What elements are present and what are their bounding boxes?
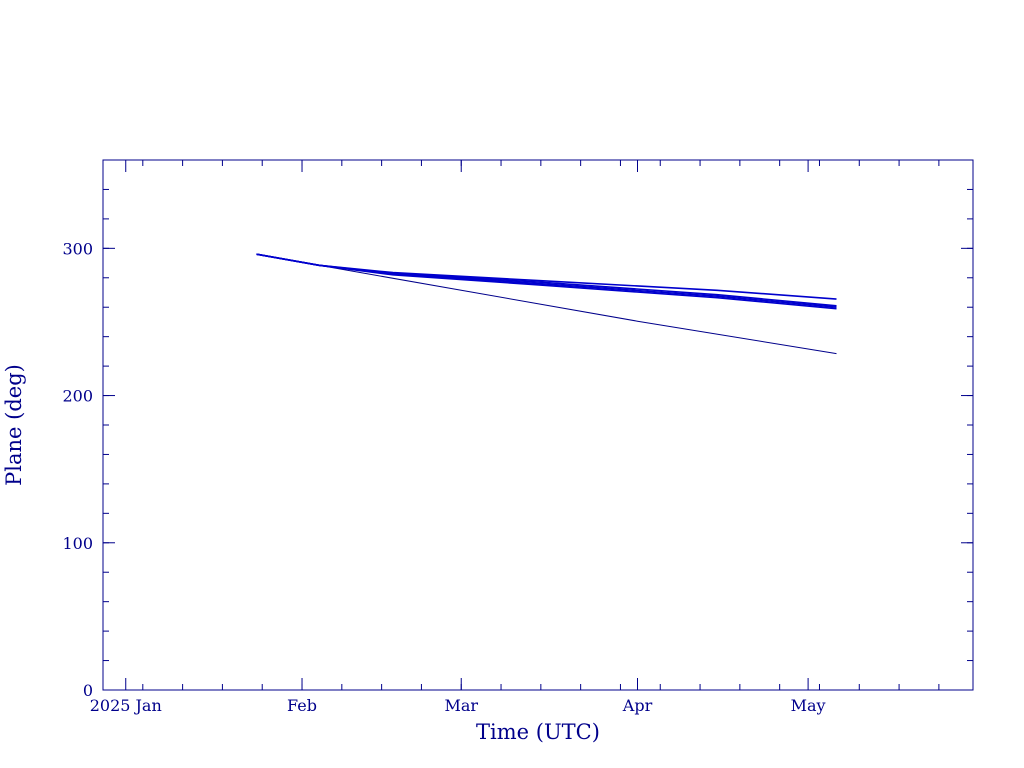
y-axis-title: Plane (deg)	[2, 364, 26, 486]
x-tick-label: May	[791, 696, 826, 715]
plot-frame	[102, 159, 974, 691]
x-tick-labels: 2025 Jan Feb Mar Apr May	[90, 696, 826, 715]
series-line	[256, 253, 837, 310]
x-tick-label: Mar	[444, 696, 478, 715]
x-tick-label: Feb	[287, 696, 317, 715]
y-tick-label: 300	[62, 239, 93, 258]
x-tick-label: 2025 Jan	[90, 696, 162, 715]
series-line	[256, 253, 837, 300]
x-axis-title: Time (UTC)	[476, 720, 600, 744]
y-tick-label: 200	[62, 387, 93, 406]
x-tick-label: Apr	[622, 696, 653, 715]
y-tick-label: 100	[62, 534, 93, 553]
y-tick-labels: 0 100 200 300	[62, 239, 93, 700]
y-axis-ticks	[103, 159, 973, 691]
series-line	[256, 253, 837, 307]
y-tick-label: 0	[83, 681, 93, 700]
series-group	[256, 253, 837, 355]
x-axis-ticks	[102, 160, 940, 690]
